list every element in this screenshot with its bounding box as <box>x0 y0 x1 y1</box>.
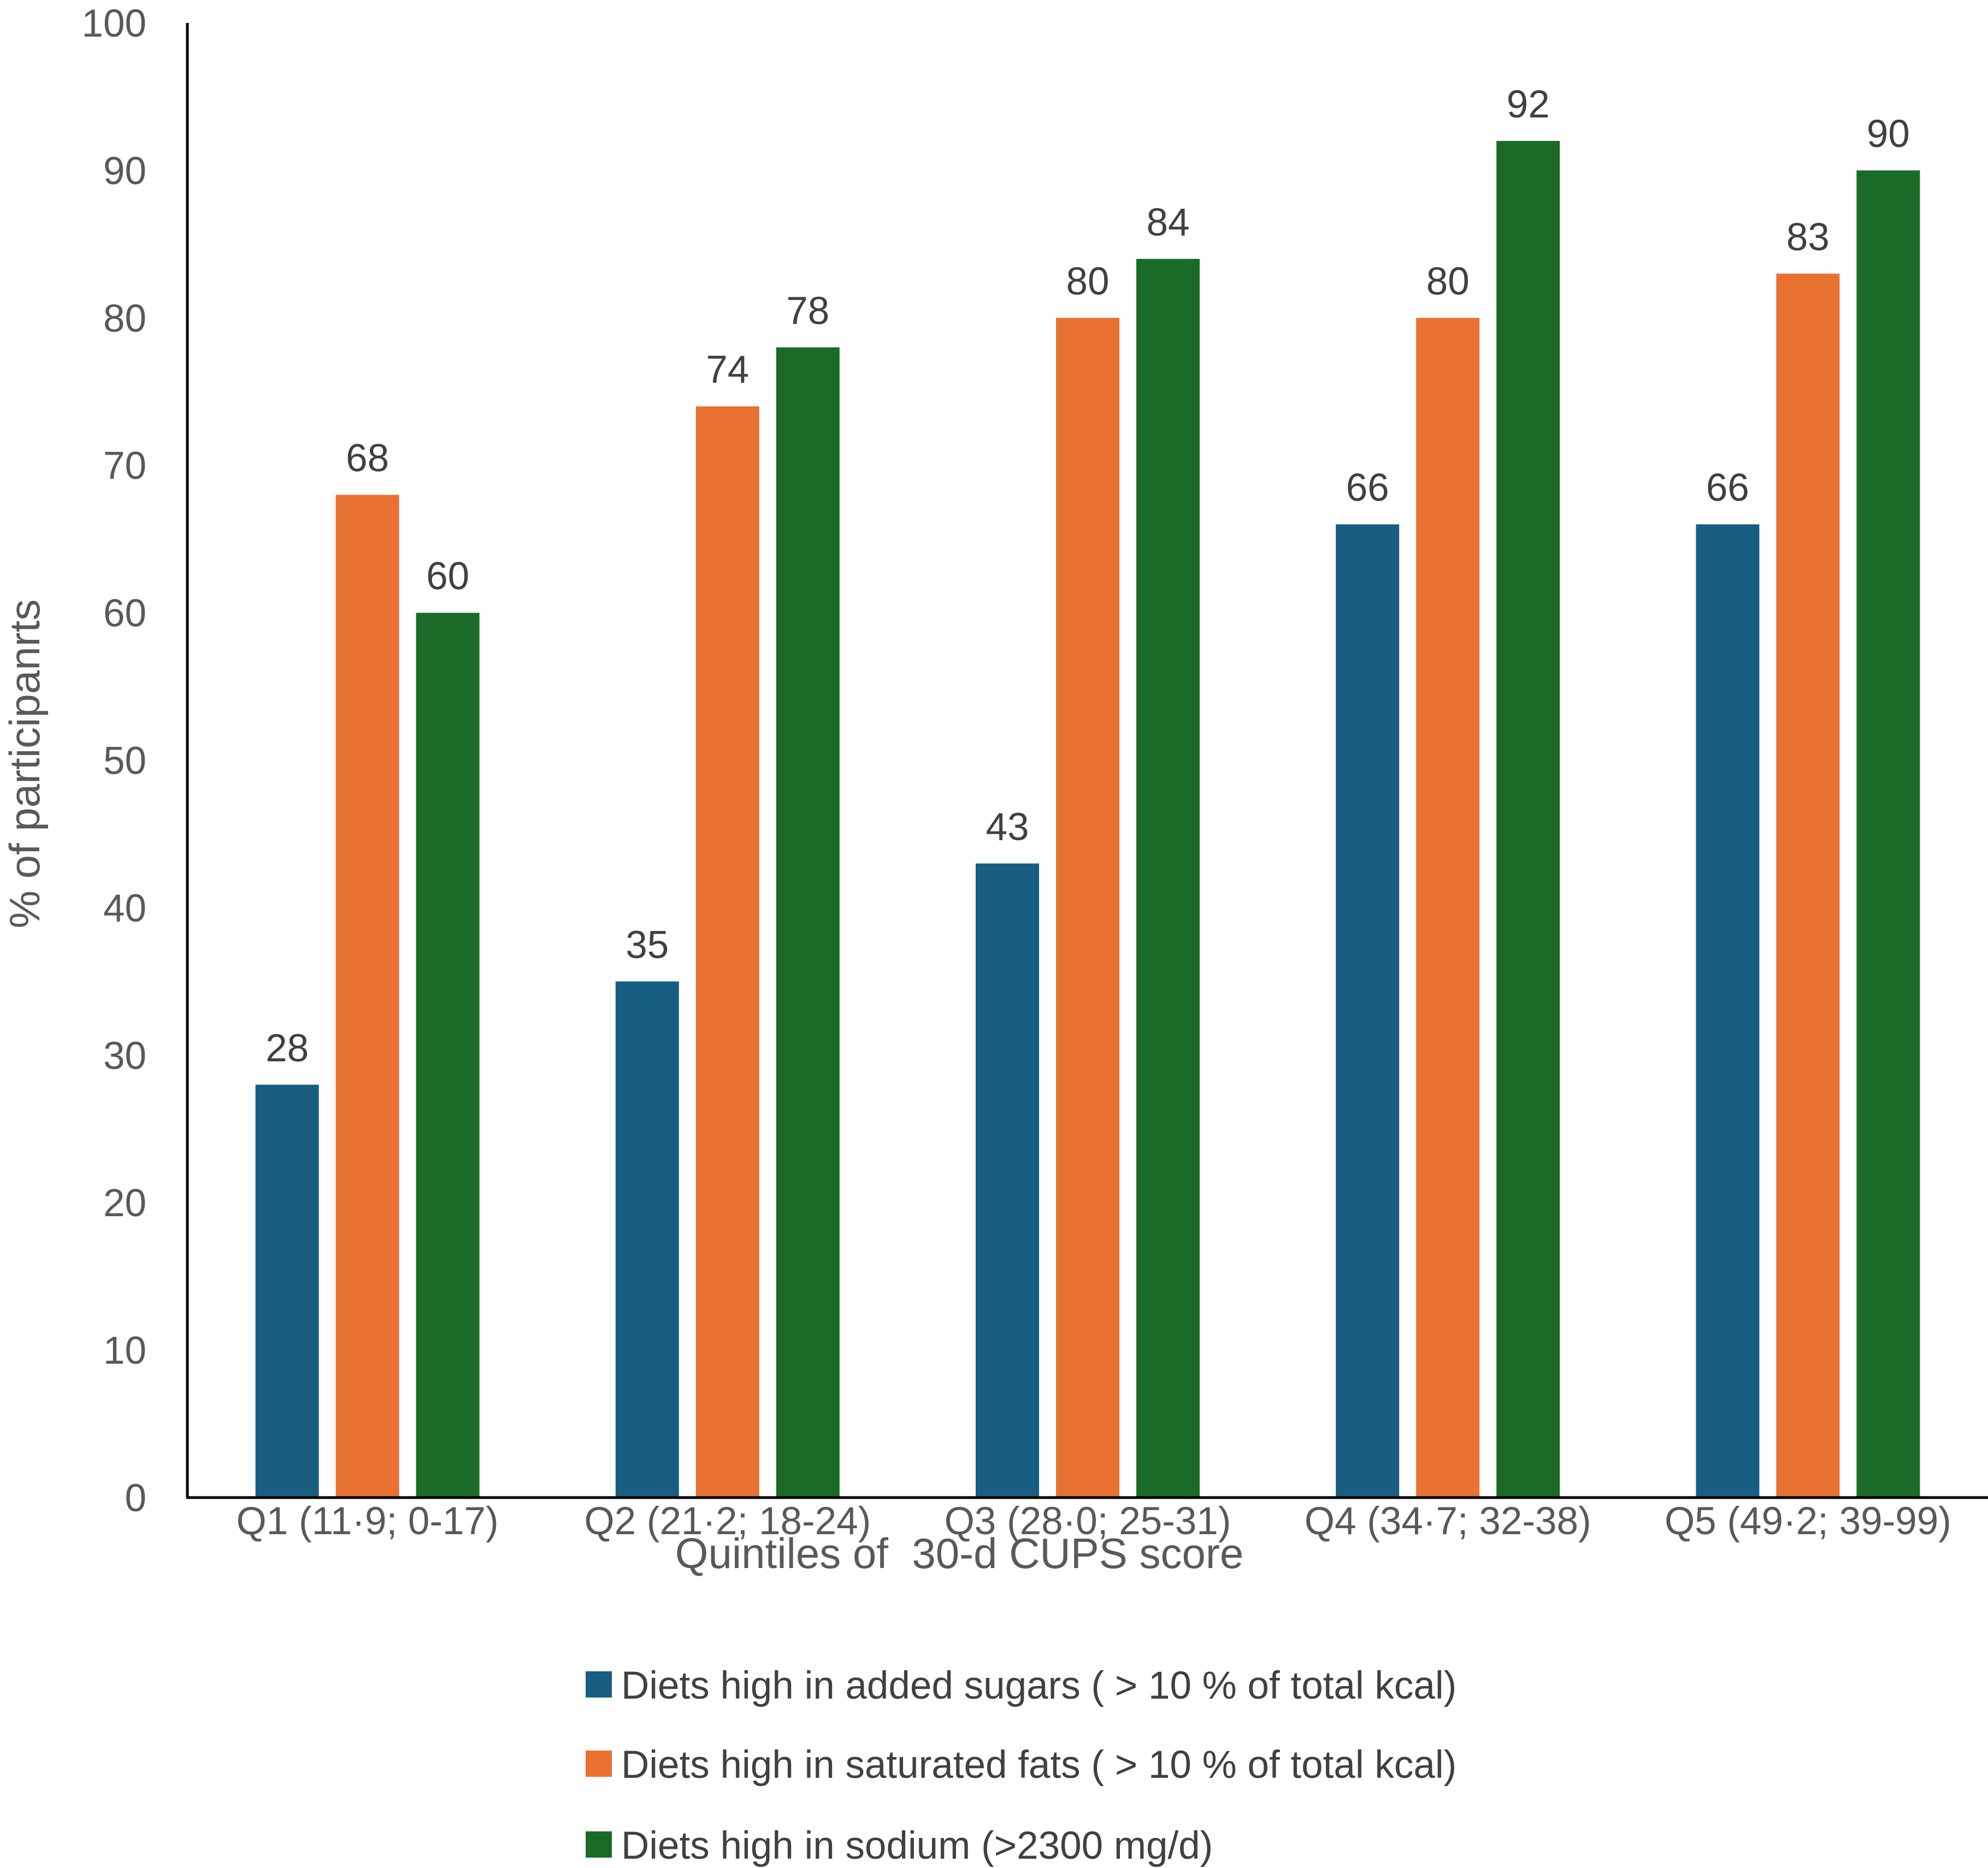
bar <box>1696 524 1760 1498</box>
bar <box>335 494 399 1498</box>
x-tick-label: Q1 (11·9; 0-17) <box>237 1500 499 1543</box>
y-tick-label: 80 <box>103 297 146 340</box>
y-tick-label: 100 <box>82 2 146 45</box>
bar-value-label: 35 <box>626 923 669 967</box>
bar-value-label: 28 <box>266 1027 309 1070</box>
bar-value-label: 83 <box>1786 216 1830 259</box>
y-tick-label: 60 <box>103 592 146 635</box>
x-tick-label: Q3 (28·0; 25-31) <box>945 1500 1231 1543</box>
bar-value-label: 84 <box>1147 201 1190 244</box>
x-axis-title: Quintiles of 30-d CUPS score <box>675 1529 1243 1577</box>
bar <box>1856 170 1920 1498</box>
bar-value-label: 80 <box>1426 260 1470 303</box>
y-tick-label: 30 <box>103 1034 146 1077</box>
bar-value-label: 78 <box>786 290 829 333</box>
y-axis-title: % of participanrts <box>1 599 49 929</box>
x-tick-label: Q4 (34·7; 32-38) <box>1305 1500 1591 1543</box>
y-tick-label: 70 <box>103 445 146 488</box>
legend-swatch <box>586 1831 612 1858</box>
y-tick-label: 20 <box>103 1182 146 1225</box>
bar <box>976 863 1039 1498</box>
bar <box>1496 140 1560 1498</box>
bar <box>1336 524 1400 1498</box>
x-tick-label: Q5 (49·2; 39-99) <box>1665 1500 1951 1543</box>
bar-value-label: 66 <box>1346 467 1389 510</box>
bar-value-label: 92 <box>1507 83 1550 126</box>
bar-value-label: 74 <box>706 349 749 392</box>
bar-value-label: 90 <box>1867 113 1910 156</box>
bar <box>416 612 480 1498</box>
bar <box>615 981 679 1498</box>
bar <box>1136 258 1200 1498</box>
bar <box>776 347 840 1498</box>
y-tick-label: 0 <box>125 1477 147 1520</box>
y-axis-ticks: 0 10 20 30 40 50 60 70 80 90 100 <box>82 2 146 1520</box>
legend-swatch <box>586 1751 612 1777</box>
legend: Diets high in added sugars ( > 10 % of t… <box>586 1664 1456 1867</box>
x-tick-label: Q2 (21·2; 18-24) <box>584 1500 871 1543</box>
bar <box>1056 317 1119 1498</box>
bar <box>1776 273 1840 1498</box>
y-tick-label: 90 <box>103 150 146 193</box>
bar-value-label: 43 <box>986 805 1029 848</box>
y-tick-label: 40 <box>103 887 146 930</box>
bar <box>255 1085 319 1498</box>
y-tick-label: 50 <box>103 740 146 783</box>
legend-swatch <box>586 1671 612 1698</box>
bars <box>255 140 1920 1498</box>
bar-value-label: 80 <box>1066 260 1110 303</box>
legend-label: Diets high in saturated fats ( > 10 % of… <box>621 1743 1456 1787</box>
bar <box>1416 317 1480 1498</box>
bar-value-label: 66 <box>1706 467 1749 510</box>
legend-label: Diets high in added sugars ( > 10 % of t… <box>621 1664 1456 1707</box>
bar-value-label: 60 <box>426 555 469 598</box>
bar-value-label: 68 <box>346 437 389 480</box>
x-axis-category-labels: Q1 (11·9; 0-17) Q2 (21·2; 18-24) Q3 (28·0;… <box>237 1500 1951 1543</box>
bar-data-labels: 28 68 60 35 74 78 43 80 84 66 80 92 66 83 90 <box>266 83 1910 1070</box>
bar <box>695 406 759 1498</box>
y-tick-label: 10 <box>103 1329 146 1372</box>
legend-label: Diets high in sodium (>2300 mg/d) <box>621 1824 1213 1867</box>
